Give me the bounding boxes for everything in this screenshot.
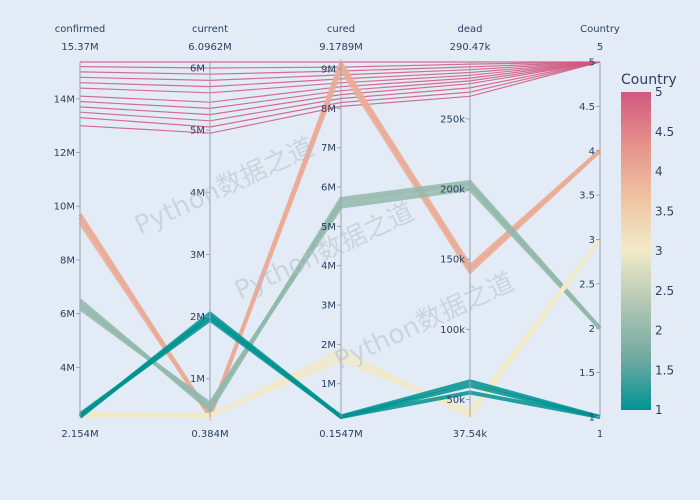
tick-label: 8M [60,255,75,266]
tick-label: 12M [54,148,75,159]
tick-label: 4M [321,261,336,272]
tick-label: 1M [190,374,205,385]
colorbar: Country 1 1.5 2 2.5 3 3.5 4 4.5 5 [621,72,677,417]
tick-label: 3 [589,235,595,246]
axis-title[interactable]: dead [458,24,483,35]
axis-min-label: 2.154M [61,429,98,440]
axis-min-label: 1 [597,429,603,440]
tick-label: 5M [321,222,336,233]
tick-label: 6M [321,183,336,194]
colorbar-tick-label: 3.5 [655,204,674,218]
colorbar-tick-label: 4 [655,165,663,179]
axis-country[interactable]: Country 5 11 1.5 2 2.5 3 3.5 4 4.5 5 [579,24,620,440]
tick-label: 4M [60,363,75,374]
tick-label: 9M [321,65,336,76]
axis-max-label: 9.1789M [319,42,363,53]
colorbar-gradient [621,92,651,410]
axis-confirmed[interactable]: confirmed 15.37M 2.154M 4M 6M 8M 10M 12M 14M [54,24,106,440]
tick-label: 7M [321,143,336,154]
tick-label: 3M [190,250,205,261]
colorbar-tick-label: 2 [655,324,663,338]
axis-cured[interactable]: cured 9.1789M 0.1547M 1M 2M 3M 4M 5M 6M 7M 8M 9M [319,24,363,440]
colorbar-tick-label: 1 [655,403,663,417]
tick-label: 6M [190,63,205,74]
tick-label: 5 [589,58,595,69]
tick-label: 250k [440,114,465,125]
tick-label: 6M [60,309,75,320]
axis-title[interactable]: current [192,24,228,35]
tick-label: 4.5 [579,102,595,113]
tick-label: 150k [440,255,465,266]
axis-min-label: 0.384M [191,429,228,440]
tick-label: 8M [321,104,336,115]
axis-title[interactable]: cured [327,24,355,35]
axis-min-label: 0.1547M [319,429,363,440]
tick-label: 10M [54,202,75,213]
axis-title[interactable]: Country [580,24,620,35]
axis-dead[interactable]: dead 290.47k 37.54k 50k 100k 150k 200k 250k [440,24,490,440]
tick-label: 3.5 [579,191,595,202]
tick-label: 2M [321,340,336,351]
axis-min-label: 37.54k [453,429,488,440]
tick-label: 4 [589,146,595,157]
tick-label: 14M [54,94,75,105]
watermark: Python数据之道 [130,132,319,241]
colorbar-title: Country [621,72,677,88]
watermark: Python数据之道 [330,267,519,376]
tick-label: 1 [589,413,595,424]
colorbar-tick-label: 5 [655,85,663,99]
axis-title[interactable]: confirmed [55,24,105,35]
axis-max-label: 5 [597,42,603,53]
tick-label: 2.5 [579,279,595,290]
tick-label: 2 [589,324,595,335]
tick-label: 1M [321,379,336,390]
axes: confirmed15.37M2.154M4M6M8M10M12M14Mcurr… [54,24,620,440]
tick-label: 3M [321,301,336,312]
tick-label: 2M [190,312,205,323]
tick-label: 1.5 [579,368,595,379]
axis-max-label: 6.0962M [188,42,232,53]
axis-max-label: 290.47k [450,42,491,53]
colorbar-tick-label: 3 [655,244,663,258]
watermark: Python数据之道 [230,197,419,306]
tick-label: 100k [440,325,465,336]
colorbar-tick-label: 1.5 [655,363,674,377]
tick-label: 200k [440,184,465,195]
tick-label: 50k [446,395,465,406]
colorbar-tick-label: 4.5 [655,125,674,139]
tick-label: 4M [190,188,205,199]
axis-current[interactable]: current 6.0962M 0.384M 1M 2M 3M 4M 5M 6M [188,24,232,440]
colorbar-tick-label: 2.5 [655,284,674,298]
tick-label: 5M [190,126,205,137]
axis-max-label: 15.37M [61,42,98,53]
